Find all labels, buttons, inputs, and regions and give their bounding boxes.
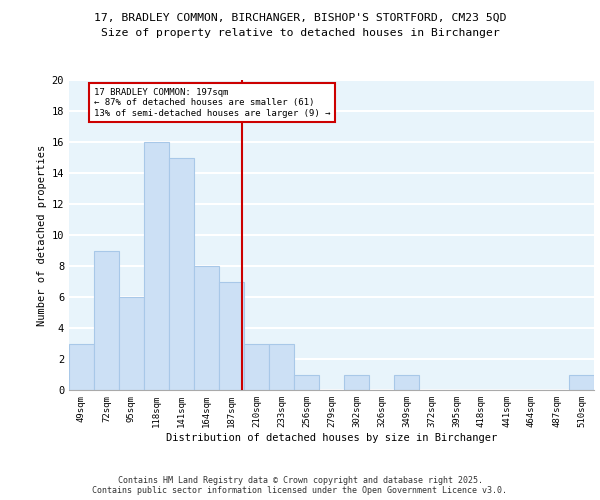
Bar: [244, 344, 269, 390]
Bar: [69, 344, 94, 390]
Bar: [194, 266, 219, 390]
Bar: [569, 374, 594, 390]
Bar: [219, 282, 244, 390]
Y-axis label: Number of detached properties: Number of detached properties: [37, 144, 47, 326]
Bar: [169, 158, 194, 390]
Bar: [144, 142, 169, 390]
Text: 17 BRADLEY COMMON: 197sqm
← 87% of detached houses are smaller (61)
13% of semi-: 17 BRADLEY COMMON: 197sqm ← 87% of detac…: [94, 88, 331, 118]
Text: 17, BRADLEY COMMON, BIRCHANGER, BISHOP'S STORTFORD, CM23 5QD: 17, BRADLEY COMMON, BIRCHANGER, BISHOP'S…: [94, 12, 506, 22]
Bar: [394, 374, 419, 390]
Bar: [119, 297, 144, 390]
Bar: [269, 344, 294, 390]
Bar: [294, 374, 319, 390]
Text: Contains HM Land Registry data © Crown copyright and database right 2025.
Contai: Contains HM Land Registry data © Crown c…: [92, 476, 508, 495]
Bar: [94, 250, 119, 390]
X-axis label: Distribution of detached houses by size in Birchanger: Distribution of detached houses by size …: [166, 432, 497, 442]
Text: Size of property relative to detached houses in Birchanger: Size of property relative to detached ho…: [101, 28, 499, 38]
Bar: [344, 374, 369, 390]
